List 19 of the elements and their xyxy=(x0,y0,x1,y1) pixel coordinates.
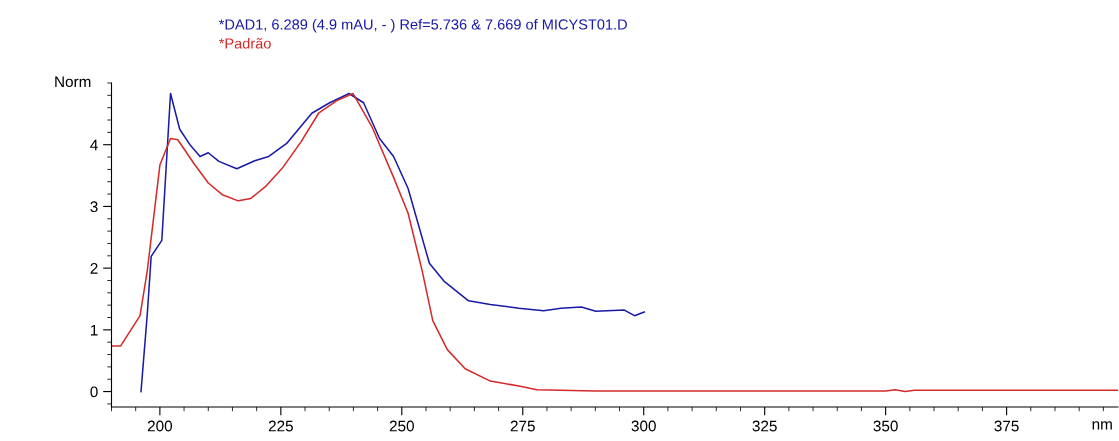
x-tick-label: 325 xyxy=(752,420,777,432)
x-tick-label: 350 xyxy=(873,420,898,432)
line-series xyxy=(140,92,645,393)
x-tick-label: 200 xyxy=(147,420,173,432)
y-tick-label: 1 xyxy=(90,324,98,336)
x-tick-label: 275 xyxy=(510,420,535,432)
x-tick-label: 375 xyxy=(994,420,1019,432)
y-tick-label: 3 xyxy=(90,201,98,213)
x-tick-label: 225 xyxy=(268,420,293,432)
y-tick-label: 4 xyxy=(90,139,98,151)
y-axis-title: Norm xyxy=(55,76,91,88)
y-tick-label: 0 xyxy=(90,386,98,398)
line-series xyxy=(111,92,1118,393)
text: *DAD1, 6.289 (4.9 mAU, - ) Ref=5.736 & 7.669 of MICYST01.D xyxy=(218,18,627,33)
x-axis-title: nm xyxy=(1092,421,1112,430)
text: *Padrão xyxy=(218,37,271,49)
x-tick-label: 300 xyxy=(631,420,656,432)
x-tick-label: 250 xyxy=(389,420,414,432)
y-tick-label: 2 xyxy=(90,263,98,274)
